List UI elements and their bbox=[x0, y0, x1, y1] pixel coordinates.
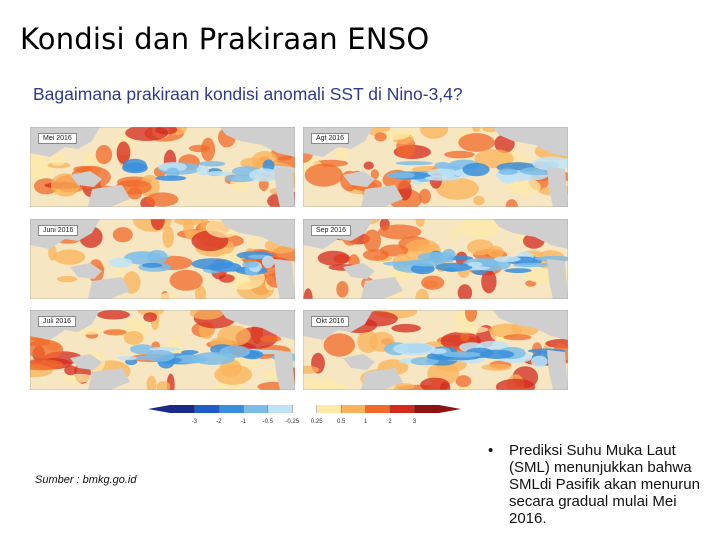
colorbar-tick-label: 2 bbox=[388, 419, 392, 425]
slide-subtitle: Bagaimana prakiraan kondisi anomali SST … bbox=[33, 84, 463, 104]
sst-map-sep-2016: Sep 2016 bbox=[303, 219, 568, 299]
sst-forecast-map-grid: Mei 2016 Agt 2016 Juni 2016 Sep 2016 Jul… bbox=[30, 127, 580, 392]
sst-anomaly-map-icon bbox=[30, 219, 295, 299]
sst-anomaly-colorbar: -3 -2 -1 -0.5 -0.25 0.25 0.5 1 2 3 bbox=[148, 405, 461, 425]
sst-map-mei-2016: Mei 2016 bbox=[30, 127, 295, 207]
colorbar-tick-label: -2 bbox=[216, 419, 222, 425]
colorbar-right-arrow bbox=[439, 405, 461, 413]
sst-map-agt-2016: Agt 2016 bbox=[303, 127, 568, 207]
colorbar-tick-label: 1 bbox=[364, 419, 368, 425]
colorbar-swatch bbox=[218, 405, 244, 413]
colorbar-swatch bbox=[316, 405, 342, 413]
source-credit: Sumber : bmkg.go.id bbox=[35, 474, 137, 486]
map-label: Sep 2016 bbox=[311, 225, 351, 236]
map-label: Agt 2016 bbox=[311, 133, 350, 144]
colorbar-swatch bbox=[243, 405, 269, 413]
sst-map-okt-2016: Okt 2016 bbox=[303, 310, 568, 390]
colorbar-tick-label: -3 bbox=[192, 419, 198, 425]
colorbar-tick-label: 3 bbox=[413, 419, 417, 425]
colorbar-tick-label: -1 bbox=[241, 419, 247, 425]
colorbar-tick-label: -0.25 bbox=[285, 419, 299, 425]
sst-map-juli-2016: Juli 2016 bbox=[30, 310, 295, 390]
colorbar-swatch bbox=[170, 405, 195, 413]
sst-anomaly-map-icon bbox=[30, 310, 295, 390]
colorbar-swatch bbox=[414, 405, 440, 413]
map-label: Mei 2016 bbox=[38, 133, 77, 144]
colorbar-swatch bbox=[341, 405, 366, 413]
colorbar-swatch bbox=[194, 405, 220, 413]
colorbar-swatch bbox=[292, 405, 318, 413]
colorbar-tick-label: -0.5 bbox=[263, 419, 274, 425]
sst-map-juni-2016: Juni 2016 bbox=[30, 219, 295, 299]
colorbar-swatch bbox=[267, 405, 293, 413]
colorbar-tick-label: 0.5 bbox=[337, 419, 346, 425]
map-label: Okt 2016 bbox=[311, 316, 350, 327]
slide-title: Kondisi dan Prakiraan ENSO bbox=[20, 22, 430, 56]
map-label: Juli 2016 bbox=[38, 316, 77, 327]
colorbar-left-arrow bbox=[148, 405, 170, 413]
colorbar-swatch bbox=[390, 405, 415, 413]
bullet-text: Prediksi Suhu Muka Laut (SML) menunjukka… bbox=[509, 442, 700, 527]
colorbar-tick-label: 0.25 bbox=[311, 419, 323, 425]
colorbar-swatch bbox=[365, 405, 391, 413]
bullet-marker: • bbox=[488, 442, 494, 459]
map-label: Juni 2016 bbox=[38, 225, 79, 236]
